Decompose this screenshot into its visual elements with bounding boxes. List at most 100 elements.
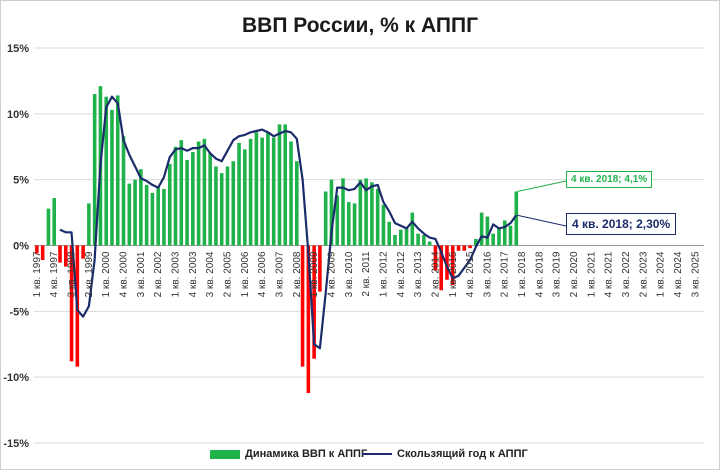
bar <box>474 238 478 246</box>
x-tick-label: 4 кв. 2000 <box>119 251 130 297</box>
bar <box>69 245 74 362</box>
x-tick-label: 1 кв. 2003 <box>171 251 182 297</box>
series-line <box>59 95 518 350</box>
x-tick-label: 3 кв. 2001 <box>136 251 147 297</box>
bar <box>139 169 143 246</box>
x-tick-label: 4 кв. 1997 <box>49 251 60 297</box>
bar <box>514 191 519 246</box>
x-tick-label: 3 кв. 2019 <box>552 251 563 297</box>
bar <box>364 178 368 246</box>
bar <box>115 95 120 246</box>
bar <box>445 245 449 280</box>
bar <box>156 187 160 246</box>
bar <box>329 179 334 246</box>
x-tick-label: 4 кв. 2012 <box>396 251 407 297</box>
legend-label-bars: Динамика ВВП к АППГ <box>245 448 368 460</box>
chart-title: ВВП России, % к АППГ <box>242 14 478 37</box>
x-tick-label: 4 кв. 2009 <box>327 251 338 297</box>
x-tick-label: 3 кв. 2004 <box>205 251 216 297</box>
bar <box>254 132 259 246</box>
bar <box>393 234 397 246</box>
x-tick-label: 3 кв. 2022 <box>621 251 632 297</box>
x-tick-label: 1 кв. 2018 <box>517 251 528 297</box>
bar <box>144 184 149 246</box>
x-tick-label: 4 кв. 2006 <box>257 251 268 297</box>
x-tick-label: 2 кв. 2023 <box>638 251 649 297</box>
legend-label-line: Скользящий год к АППГ <box>397 448 528 460</box>
bar <box>104 96 108 246</box>
bar <box>468 245 472 249</box>
x-tick-label: 3 кв. 2013 <box>413 251 424 297</box>
legend-swatch-line <box>362 453 392 455</box>
bar <box>456 245 461 251</box>
callout-bar-last: 4 кв. 2018; 4,1% <box>566 171 653 188</box>
y-tick-label: -10% <box>3 372 29 384</box>
x-tick-label: 2 кв. 2014 <box>430 251 441 297</box>
bar <box>35 245 39 254</box>
bar <box>121 136 126 246</box>
x-tick-label: 2 кв. 2008 <box>292 251 303 297</box>
bar <box>439 245 443 291</box>
x-tick-label: 2 кв. 1999 <box>84 251 95 297</box>
x-tick-label: 1 кв. 1997 <box>32 251 43 297</box>
bar <box>110 109 114 246</box>
bar <box>306 245 311 393</box>
x-tick-label: 2 кв. 2017 <box>500 251 511 297</box>
bar <box>173 146 178 246</box>
bar <box>179 140 184 246</box>
bar <box>167 163 172 246</box>
bar <box>277 124 282 246</box>
bar <box>202 138 207 246</box>
y-tick-label: 10% <box>7 109 29 121</box>
bar <box>502 220 507 246</box>
bar <box>358 179 363 246</box>
bar <box>81 245 85 259</box>
x-tick-label: 1 кв. 2024 <box>656 251 667 297</box>
bar <box>404 228 409 246</box>
x-tick-label: 2 кв. 2020 <box>569 251 580 297</box>
x-tick-label: 2 кв. 2011 <box>361 251 372 297</box>
legend-item-line: Скользящий год к АППГ <box>362 446 528 462</box>
bar <box>133 179 137 246</box>
bar <box>387 221 392 246</box>
bar <box>248 138 253 246</box>
bar <box>260 137 264 246</box>
bar <box>63 245 68 267</box>
x-tick-label: 3 кв. 2025 <box>690 251 701 297</box>
bar <box>58 245 62 263</box>
bar <box>40 245 45 260</box>
bar <box>450 245 455 285</box>
callout-line-last: 4 кв. 2018; 2,30% <box>566 213 677 235</box>
bar <box>208 153 212 246</box>
bar <box>191 152 195 246</box>
callout-leader-bar <box>517 180 567 193</box>
y-tick-label: -15% <box>3 438 29 450</box>
y-tick-label: 5% <box>13 175 29 187</box>
callout-leader-line <box>517 214 567 227</box>
x-tick-label: 1 кв. 2012 <box>378 251 389 297</box>
bar <box>243 149 247 246</box>
bar <box>375 188 380 246</box>
bar <box>231 161 236 246</box>
y-tick-label: 15% <box>7 43 29 55</box>
x-tick-label: 3 кв. 2016 <box>482 251 493 297</box>
bar <box>52 198 57 246</box>
bar <box>427 241 432 246</box>
bar <box>225 166 230 246</box>
x-tick-label: 1 кв. 2000 <box>101 251 112 297</box>
bar <box>497 228 501 246</box>
bar <box>485 216 490 246</box>
bar <box>479 212 484 246</box>
x-tick-label: 1 кв. 2006 <box>240 251 251 297</box>
x-tick-label: 4 кв. 2003 <box>188 251 199 297</box>
bar <box>370 182 374 246</box>
x-tick-label: 4 кв. 2018 <box>534 251 545 297</box>
bar <box>410 212 415 246</box>
bar <box>87 203 91 246</box>
bar <box>300 245 305 367</box>
bar <box>289 141 293 246</box>
bar <box>398 229 403 246</box>
legend-item-bars: Динамика ВВП к АППГ <box>210 446 367 462</box>
x-tick-label: 4 кв. 2024 <box>673 251 684 297</box>
x-tick-label: 4 кв. 2015 <box>465 251 476 297</box>
